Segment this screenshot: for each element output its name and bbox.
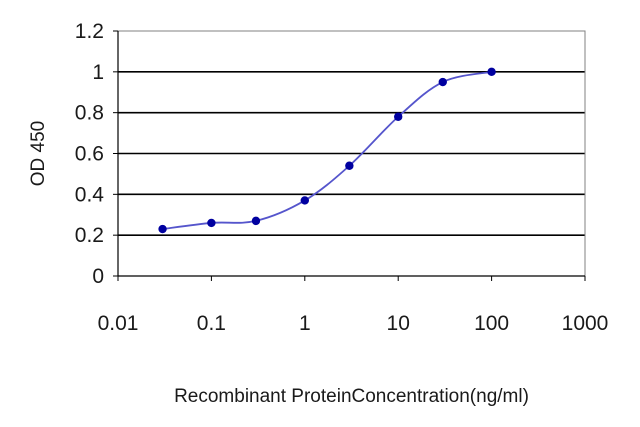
data-point — [300, 196, 309, 205]
x-tick-label: 10 — [387, 312, 410, 335]
y-tick-labels: 0 0.2 0.4 0.6 0.8 1 1.2 — [75, 20, 105, 288]
data-point — [438, 77, 447, 87]
series-line — [162, 70, 492, 230]
series — [158, 67, 496, 234]
y-tick-label: 0.2 — [75, 224, 104, 247]
y-axis-label: OD 450 — [28, 121, 49, 186]
x-tick-label: 1000 — [562, 312, 609, 335]
data-point — [207, 218, 216, 228]
x-tick-labels: 0.01 0.1 1 10 100 1000 — [98, 312, 609, 335]
data-point — [345, 161, 354, 170]
y-tick-label: 0.8 — [75, 102, 104, 125]
y-tick-label: 1.2 — [75, 20, 104, 43]
data-point — [158, 224, 167, 234]
data-point — [251, 216, 261, 226]
x-tick-label: 0.1 — [197, 312, 226, 335]
y-tick-label: 0 — [92, 265, 104, 288]
x-tick-label: 1 — [299, 312, 311, 335]
data-point — [394, 112, 403, 121]
x-tick-label: 100 — [474, 312, 509, 335]
x-axis-label: Recombinant ProteinConcentration(ng/ml) — [174, 386, 529, 407]
axes — [113, 30, 586, 281]
gridlines — [118, 71, 585, 236]
y-tick-label: 0.6 — [75, 143, 104, 166]
y-tick-label: 1 — [92, 61, 104, 84]
x-tick-label: 0.01 — [98, 312, 139, 335]
y-tick-label: 0.4 — [75, 183, 105, 206]
data-point — [487, 67, 496, 77]
